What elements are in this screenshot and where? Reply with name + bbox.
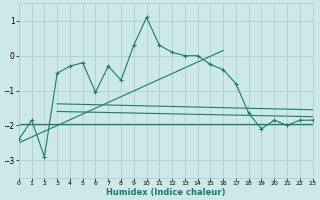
X-axis label: Humidex (Indice chaleur): Humidex (Indice chaleur) (106, 188, 226, 197)
